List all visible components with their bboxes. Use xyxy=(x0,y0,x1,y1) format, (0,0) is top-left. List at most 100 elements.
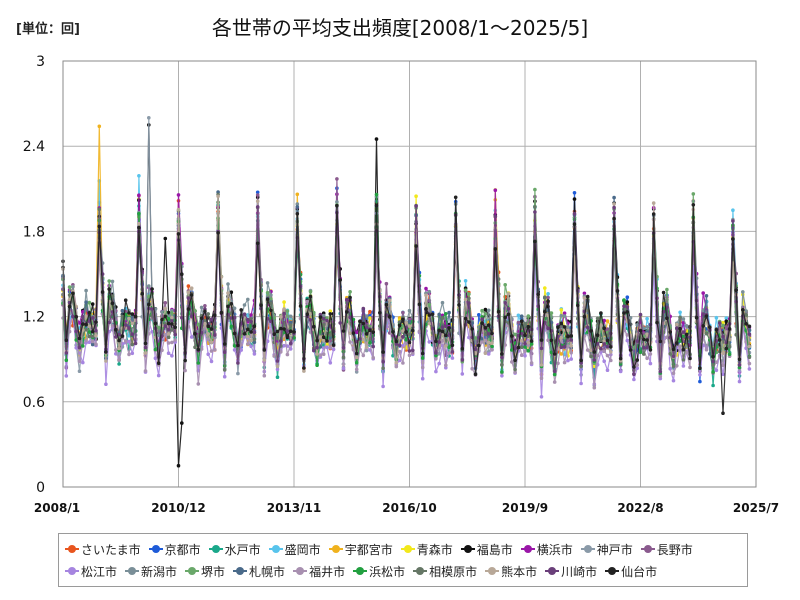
data-point xyxy=(595,353,600,358)
y-tick-label: 2.4 xyxy=(23,139,45,155)
x-tick-label: 2022/8 xyxy=(617,501,663,515)
legend-marker xyxy=(328,545,343,553)
data-point xyxy=(566,344,570,348)
data-point xyxy=(724,346,729,351)
x-tick-label: 2025/7 xyxy=(733,501,779,515)
legend-marker xyxy=(413,567,428,575)
data-point xyxy=(420,365,425,370)
data-point xyxy=(714,315,719,320)
data-point xyxy=(523,349,527,354)
data-point xyxy=(295,205,300,209)
data-point xyxy=(500,352,504,356)
data-point xyxy=(513,358,517,363)
data-point xyxy=(539,395,544,399)
data-point xyxy=(549,338,554,343)
data-point xyxy=(747,367,752,371)
data-point xyxy=(648,352,653,356)
data-point xyxy=(576,303,580,308)
legend-label: 青森市 xyxy=(416,542,453,557)
data-point xyxy=(166,332,171,336)
x-tick-label: 2010/12 xyxy=(151,501,205,515)
data-point xyxy=(480,337,484,341)
data-point xyxy=(427,313,432,317)
legend-label: 水戸市 xyxy=(224,542,261,557)
data-point xyxy=(166,351,171,356)
data-point xyxy=(572,197,577,201)
data-point xyxy=(351,347,356,352)
data-point xyxy=(645,356,649,361)
data-point xyxy=(668,330,672,334)
y-tick-label: 3 xyxy=(36,54,45,70)
data-point xyxy=(285,352,290,357)
data-point xyxy=(255,190,260,195)
data-point xyxy=(381,350,385,354)
data-point xyxy=(609,358,613,363)
data-point xyxy=(675,364,679,368)
data-point xyxy=(147,116,151,120)
data-point xyxy=(163,324,168,328)
data-point xyxy=(249,344,253,349)
series-layer xyxy=(61,116,752,468)
data-point xyxy=(523,345,527,349)
data-point xyxy=(397,358,402,363)
data-point xyxy=(236,371,240,376)
data-point xyxy=(483,307,488,312)
data-point xyxy=(543,309,547,314)
data-point xyxy=(434,357,438,361)
data-point xyxy=(714,368,719,373)
legend-label: 神戸市 xyxy=(596,542,633,557)
data-point xyxy=(543,295,547,300)
data-point xyxy=(741,308,745,312)
data-point xyxy=(681,347,686,352)
data-point xyxy=(282,343,286,348)
legend-item: さいたま市 xyxy=(65,538,141,560)
data-point xyxy=(97,207,102,211)
data-point xyxy=(242,312,247,317)
data-point xyxy=(493,214,498,219)
data-point xyxy=(295,192,300,197)
data-point xyxy=(170,340,174,345)
data-point xyxy=(430,312,435,317)
data-point xyxy=(163,301,168,305)
data-point xyxy=(305,299,310,304)
data-point xyxy=(387,315,392,319)
data-point xyxy=(391,330,395,334)
data-point xyxy=(404,330,409,334)
data-point xyxy=(463,316,468,321)
data-point xyxy=(698,366,702,371)
data-point xyxy=(688,356,692,361)
data-point xyxy=(321,322,326,327)
legend-label: 福島市 xyxy=(476,542,513,557)
data-point xyxy=(348,290,352,294)
data-point xyxy=(189,293,194,297)
data-point xyxy=(288,314,293,319)
data-point xyxy=(747,355,752,360)
data-point xyxy=(585,325,590,330)
data-point xyxy=(160,310,164,314)
data-point xyxy=(447,310,451,315)
y-tick-label: 0.6 xyxy=(23,395,45,411)
data-point xyxy=(625,310,630,314)
data-point xyxy=(453,195,458,200)
data-point xyxy=(506,307,511,311)
data-point xyxy=(744,322,748,326)
data-point xyxy=(295,202,300,206)
data-point xyxy=(381,384,385,389)
data-point xyxy=(724,319,729,324)
data-point xyxy=(533,210,537,214)
data-point xyxy=(170,319,174,323)
data-point xyxy=(503,283,508,287)
data-point xyxy=(589,354,593,359)
data-point xyxy=(90,339,95,344)
data-point xyxy=(110,324,115,328)
data-point xyxy=(414,194,418,198)
data-point xyxy=(434,351,438,355)
legend-item: 水戸市 xyxy=(208,538,261,560)
data-point xyxy=(721,363,725,368)
data-point xyxy=(186,296,191,300)
data-point xyxy=(364,332,369,336)
data-point xyxy=(321,352,326,357)
data-point xyxy=(401,361,405,365)
data-point xyxy=(315,352,319,356)
data-point xyxy=(516,320,521,325)
